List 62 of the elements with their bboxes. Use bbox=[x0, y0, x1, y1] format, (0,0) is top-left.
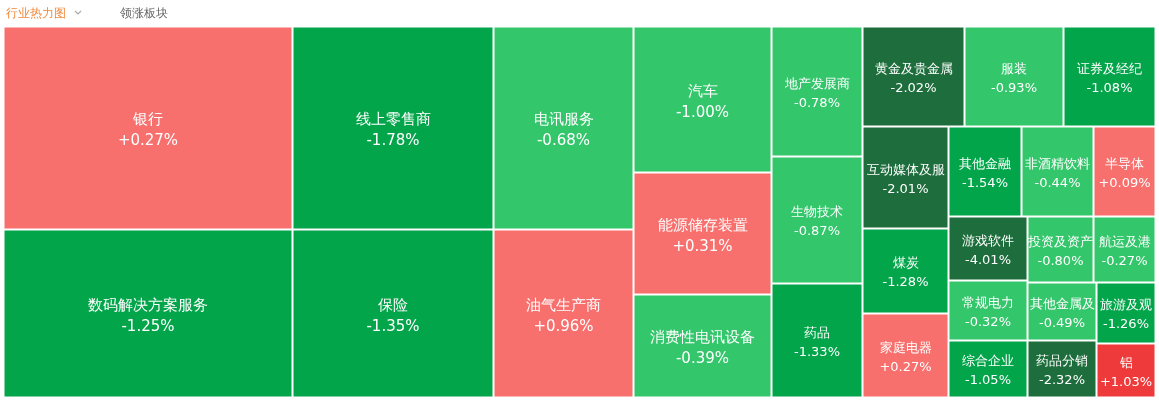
category-label: 其他金融 bbox=[959, 155, 1011, 171]
category-label: 油气生产商 bbox=[526, 295, 601, 314]
data-label: +0.96% bbox=[533, 316, 594, 335]
data-label: +0.27% bbox=[879, 358, 932, 374]
data-label: -0.32% bbox=[965, 313, 1011, 329]
category-label: 药品 bbox=[804, 324, 830, 340]
data-label: -4.01% bbox=[965, 251, 1011, 267]
data-label: -1.78% bbox=[366, 131, 420, 149]
data-label: +0.09% bbox=[1098, 174, 1151, 190]
category-label: 半导体 bbox=[1105, 155, 1144, 171]
category-label: 能源储存装置 bbox=[657, 215, 748, 234]
category-label: 服装 bbox=[1001, 60, 1027, 76]
category-label: 黄金及贵金属 bbox=[874, 60, 953, 76]
data-label: -0.80% bbox=[1037, 252, 1084, 268]
category-label: 非酒精饮料 bbox=[1025, 155, 1090, 171]
data-label: -0.49% bbox=[1039, 314, 1085, 330]
category-label: 银行 bbox=[132, 110, 163, 128]
data-label: -0.68% bbox=[536, 131, 591, 149]
category-label: 药品分销 bbox=[1036, 353, 1088, 368]
category-label: 证券及经纪 bbox=[1077, 60, 1142, 76]
data-label: -0.44% bbox=[1034, 174, 1081, 190]
category-label: 保险 bbox=[378, 295, 408, 314]
data-label: -0.78% bbox=[794, 94, 840, 110]
category-label: 消费性电讯设备 bbox=[650, 328, 755, 346]
category-label: 综合企业 bbox=[962, 353, 1014, 368]
data-label: -2.02% bbox=[890, 79, 937, 95]
data-label: +1.03% bbox=[1099, 373, 1153, 389]
category-label: 线上零售商 bbox=[355, 110, 431, 128]
category-label: 铝 bbox=[1118, 354, 1133, 370]
data-label: -0.93% bbox=[991, 79, 1037, 95]
data-label: +0.31% bbox=[672, 236, 733, 255]
data-label: -1.00% bbox=[675, 102, 730, 121]
category-label: 煤炭 bbox=[892, 255, 919, 270]
category-label: 汽车 bbox=[687, 81, 718, 100]
data-label: -1.26% bbox=[1103, 316, 1149, 331]
category-label: 数码解决方案服务 bbox=[88, 295, 208, 314]
data-label: -2.32% bbox=[1039, 372, 1085, 387]
category-label: 旅游及观 bbox=[1100, 297, 1152, 312]
category-label: 航运及港 bbox=[1098, 233, 1151, 249]
text: 领涨板块 bbox=[120, 5, 168, 22]
category-label: 互动媒体及服 bbox=[866, 161, 945, 177]
data-label: -2.01% bbox=[882, 180, 929, 196]
data-label: -0.39% bbox=[675, 349, 730, 367]
text: 行业热力图 bbox=[6, 5, 66, 22]
data-label: -1.05% bbox=[965, 372, 1011, 387]
category-label: 电讯服务 bbox=[533, 110, 594, 128]
data-label: -1.25% bbox=[121, 316, 175, 335]
data-label: -0.87% bbox=[794, 223, 840, 238]
data-label: -1.33% bbox=[794, 343, 840, 359]
category-label: 家庭电器 bbox=[879, 339, 932, 355]
data-label: -0.27% bbox=[1101, 252, 1148, 268]
data-label: -1.28% bbox=[882, 274, 929, 289]
data-label: -1.08% bbox=[1086, 79, 1133, 95]
category-label: 生物技术 bbox=[791, 204, 843, 219]
category-label: 其他金属及 bbox=[1029, 295, 1095, 311]
category-label: 投资及资产 bbox=[1027, 233, 1093, 249]
category-label: 地产发展商 bbox=[783, 75, 850, 91]
category-label: 常规电力 bbox=[962, 294, 1014, 310]
category-label: 游戏软件 bbox=[962, 232, 1014, 248]
data-label: -1.35% bbox=[366, 316, 420, 335]
data-label: +0.27% bbox=[117, 131, 179, 149]
data-label: -1.54% bbox=[962, 174, 1008, 190]
